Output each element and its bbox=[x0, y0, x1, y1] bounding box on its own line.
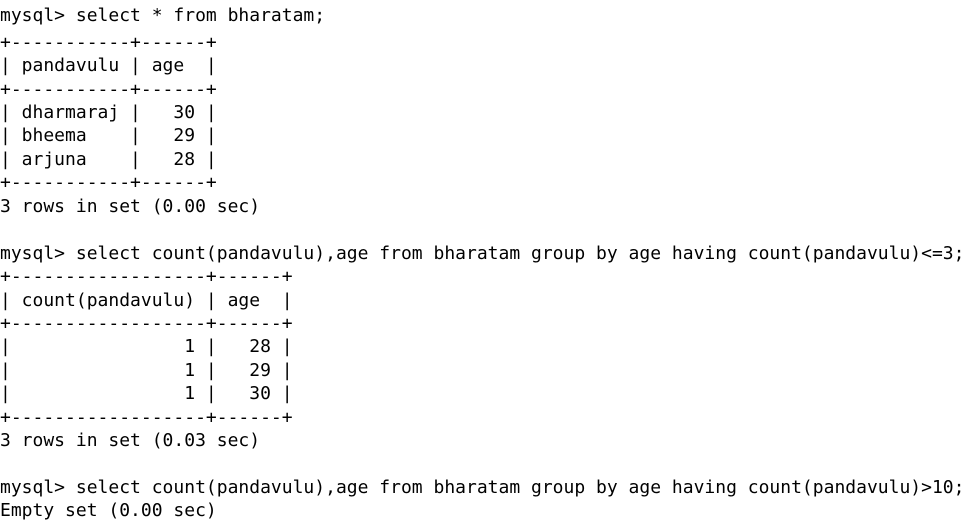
query-3-prompt: mysql> select count(pandavulu),age from … bbox=[0, 477, 965, 498]
table-2-border-mid: +------------------+------+ bbox=[0, 313, 293, 334]
table-2-row: | 1 | 30 | bbox=[0, 383, 293, 404]
table-2-row: | 1 | 28 | bbox=[0, 336, 293, 357]
query-2-prompt: mysql> select count(pandavulu),age from … bbox=[0, 243, 965, 264]
table-1-row: | bheema | 29 | bbox=[0, 125, 217, 146]
table-1-border-mid: +-----------+------+ bbox=[0, 79, 217, 100]
table-2-border-top: +------------------+------+ bbox=[0, 266, 293, 287]
table-1-row: | arjuna | 28 | bbox=[0, 149, 217, 170]
table-2-border-bottom: +------------------+------+ bbox=[0, 407, 293, 428]
table-1-row: | dharmaraj | 30 | bbox=[0, 102, 217, 123]
table-1-border-top: +-----------+------+ bbox=[0, 32, 217, 53]
query-3-result-status: Empty set (0.00 sec) bbox=[0, 500, 217, 521]
table-1-border-bottom: +-----------+------+ bbox=[0, 172, 217, 193]
query-2-result-status: 3 rows in set (0.03 sec) bbox=[0, 430, 261, 451]
table-1-header: | pandavulu | age | bbox=[0, 55, 217, 76]
query-1-prompt: mysql> select * from bharatam; bbox=[0, 5, 326, 26]
table-2-row: | 1 | 29 | bbox=[0, 360, 293, 381]
table-2-header: | count(pandavulu) | age | bbox=[0, 290, 293, 311]
query-1-result-status: 3 rows in set (0.00 sec) bbox=[0, 196, 261, 217]
